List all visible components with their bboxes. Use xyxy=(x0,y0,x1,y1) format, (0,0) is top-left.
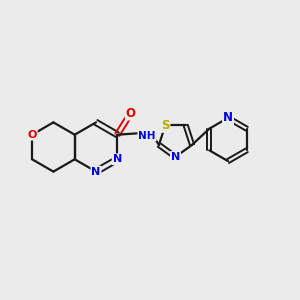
Text: N: N xyxy=(113,154,122,164)
Text: N: N xyxy=(171,152,180,162)
Text: NH: NH xyxy=(138,130,156,141)
Text: O: O xyxy=(27,130,37,140)
Text: N: N xyxy=(92,167,100,177)
Text: O: O xyxy=(126,106,136,120)
Text: N: N xyxy=(223,111,233,124)
Text: S: S xyxy=(161,119,170,132)
